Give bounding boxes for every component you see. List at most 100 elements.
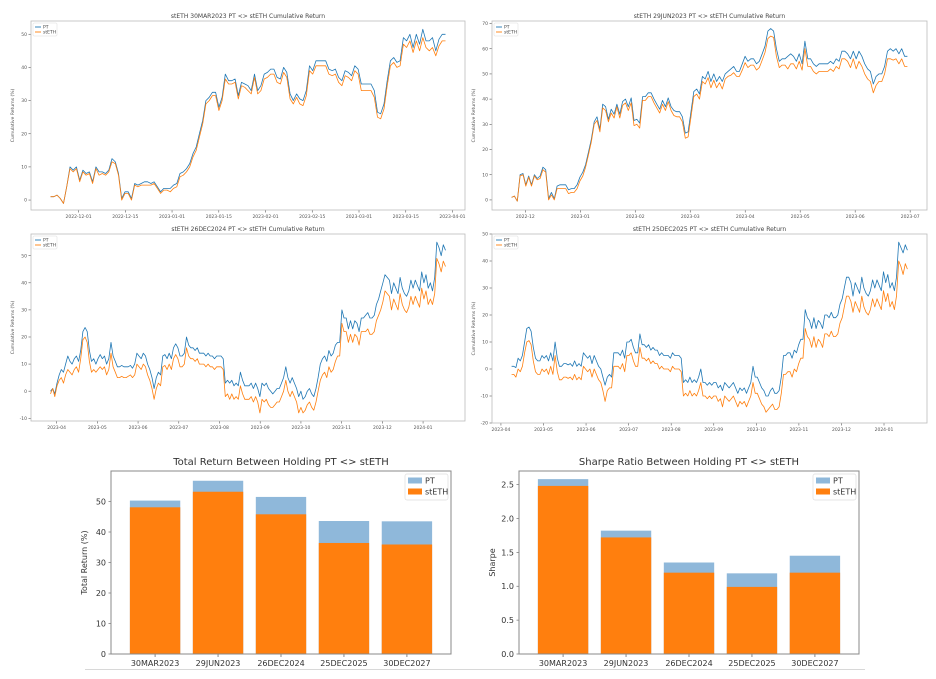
x-tick-label: 2023-09 [251, 425, 270, 431]
y-tick-label: 30 [482, 286, 488, 292]
x-tick-label: 2023-03 [681, 214, 700, 220]
legend-label: PT [833, 477, 843, 486]
bar-steth [789, 572, 841, 654]
x-tick-label: 2023-08 [210, 425, 229, 431]
x-tick-label: 30MAR2023 [131, 659, 179, 668]
y-tick-label: 0 [24, 389, 27, 395]
y-tick-label: 0 [24, 198, 27, 204]
x-tick-label: 2023-07 [169, 425, 188, 431]
y-tick-label: 2.0 [501, 514, 514, 523]
y-tick-label: 0.0 [501, 650, 514, 659]
y-tick-label: 0 [485, 367, 488, 373]
chart-title: stETH 29JUN2023 PT <> stETH Cumulative R… [634, 13, 786, 20]
x-tick-label: 2023-04 [47, 425, 66, 431]
bar-steth [726, 586, 778, 654]
x-tick-label: 26DEC2024 [257, 659, 304, 668]
x-tick-label: 2023-03-01 [346, 214, 372, 220]
x-tick-label: 29JUN2023 [604, 659, 649, 668]
x-tick-label: 2023-04 [492, 427, 511, 433]
bar-steth [381, 544, 433, 654]
series-line-pt [511, 28, 908, 202]
y-tick-label: 50 [21, 32, 27, 38]
x-tick-label: 2023-06 [129, 425, 148, 431]
x-tick-label: 2023-12 [373, 425, 392, 431]
x-tick-label: 2023-05 [534, 427, 553, 433]
axes-frame [110, 470, 452, 655]
axes-frame [491, 20, 928, 211]
series-line-steth [50, 37, 446, 204]
axes-frame [30, 233, 466, 422]
y-tick-label: 20 [21, 335, 27, 341]
y-tick-label: 40 [482, 97, 488, 103]
x-tick-label: 2022-12-01 [65, 214, 91, 220]
legend-label: stETH [43, 30, 56, 36]
x-tick-label: 2022-12 [516, 214, 535, 220]
legend-label: stETH [504, 30, 517, 36]
x-tick-label: 25DEC2025 [728, 659, 775, 668]
bar-steth [192, 491, 244, 654]
x-tick-label: 2024-01 [875, 427, 894, 433]
y-axis-label: Cumulative Returns (%) [10, 88, 16, 142]
bar-steth [600, 537, 652, 654]
legend-label: stETH [425, 488, 448, 497]
y-tick-label: 1.5 [501, 548, 514, 557]
series-line-steth [511, 35, 908, 202]
x-tick-label: 2023-08 [662, 427, 681, 433]
chart-c4: stETH 25DEC2025 PT <> stETH Cumulative R… [471, 226, 928, 433]
y-tick-label: 30 [96, 559, 106, 568]
x-tick-label: 26DEC2024 [665, 659, 712, 668]
x-tick-label: 30MAR2023 [539, 659, 587, 668]
legend-box [32, 22, 58, 37]
y-axis-label: Cumulative Returns (%) [471, 301, 477, 355]
bar-steth [663, 572, 715, 654]
series-line-steth [50, 257, 446, 414]
x-tick-label: 2023-02-15 [299, 214, 325, 220]
y-tick-label: 0 [101, 650, 106, 659]
bar-steth [255, 514, 307, 654]
y-tick-label: 50 [482, 232, 488, 238]
x-tick-label: 2023-02 [626, 214, 645, 220]
y-tick-label: 2.5 [501, 481, 514, 490]
chart-title: stETH 30MAR2023 PT <> stETH Cumulative R… [171, 13, 325, 20]
axes-frame [518, 470, 860, 655]
x-tick-label: 2023-10 [292, 425, 311, 431]
y-tick-label: 0 [485, 198, 488, 204]
series-line-pt [50, 241, 446, 400]
y-tick-label: 20 [96, 589, 106, 598]
y-axis-label: Sharpe [488, 548, 497, 576]
y-tick-label: 30 [482, 122, 488, 128]
y-tick-label: 30 [21, 98, 27, 104]
y-tick-label: 10 [21, 362, 27, 368]
bar-steth [318, 542, 370, 654]
y-tick-label: 10 [21, 164, 27, 170]
y-tick-label: -10 [20, 416, 27, 422]
y-tick-label: -20 [481, 421, 488, 427]
x-tick-label: 2023-04 [736, 214, 755, 220]
chart-c3: stETH 26DEC2024 PT <> stETH Cumulative R… [10, 226, 466, 431]
bar-steth [129, 507, 181, 654]
y-tick-label: 40 [21, 280, 27, 286]
y-tick-label: 30 [21, 307, 27, 313]
x-tick-label: 2023-01-01 [159, 214, 185, 220]
x-tick-label: 30DEC2027 [383, 659, 430, 668]
x-tick-label: 2023-04-01 [439, 214, 465, 220]
x-tick-label: 2023-11 [789, 427, 808, 433]
y-tick-label: 20 [482, 147, 488, 153]
x-tick-label: 2023-10 [747, 427, 766, 433]
y-tick-label: 20 [482, 313, 488, 319]
x-tick-label: 2023-06 [577, 427, 596, 433]
legend-box [493, 22, 519, 37]
x-tick-label: 2023-01-15 [206, 214, 232, 220]
y-tick-label: 40 [21, 65, 27, 71]
x-tick-label: 2023-03-15 [393, 214, 419, 220]
axes-frame [491, 233, 928, 424]
legend-label: PT [43, 238, 49, 244]
x-tick-label: 2023-01 [571, 214, 590, 220]
legend-swatch-pt [816, 477, 830, 484]
y-axis-label: Total Return (%) [80, 530, 89, 595]
chart-title: Total Return Between Holding PT <> stETH [172, 457, 389, 468]
y-tick-label: 10 [96, 620, 106, 629]
